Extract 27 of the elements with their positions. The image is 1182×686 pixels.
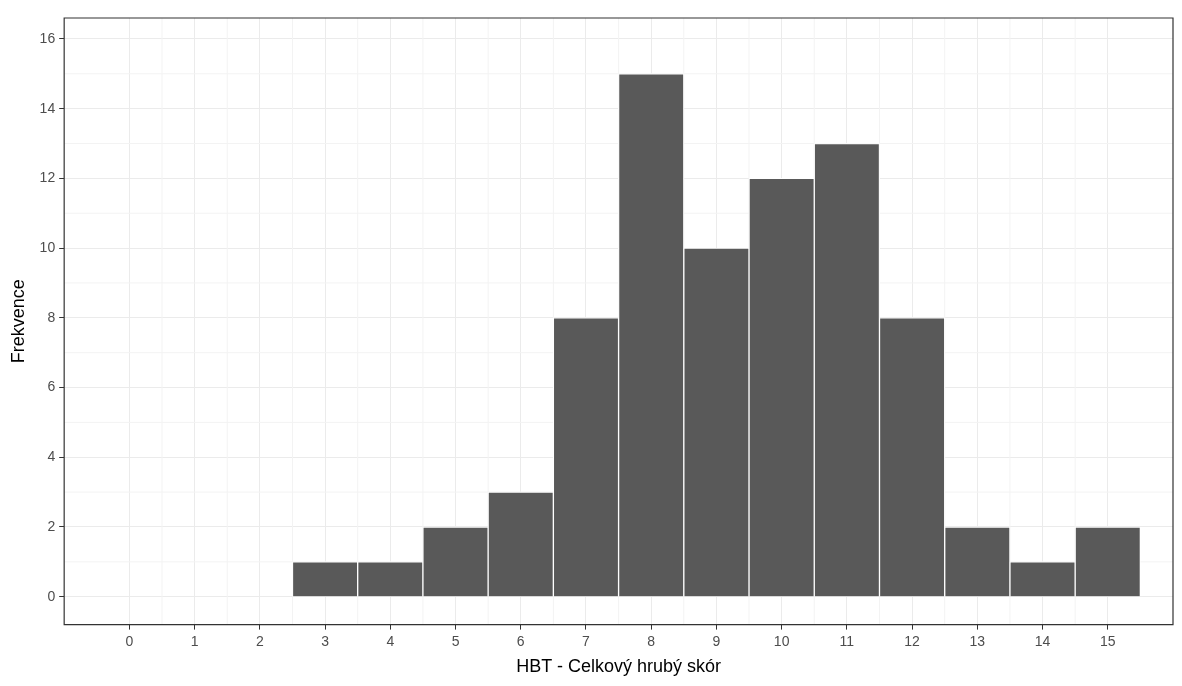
y-tick-label: 2 (47, 517, 56, 534)
x-tick-label: 15 (1099, 632, 1116, 649)
x-tick-label: 14 (1034, 632, 1051, 649)
x-tick-label: 6 (516, 632, 525, 649)
y-tick-label: 14 (39, 99, 56, 116)
x-tick-label: 0 (125, 632, 134, 649)
x-tick-label: 12 (904, 632, 921, 649)
x-tick-label: 7 (582, 632, 591, 649)
x-tick-label: 10 (773, 632, 790, 649)
x-tick-label: 5 (451, 632, 460, 649)
y-axis-title: Frekvence (7, 279, 28, 364)
x-tick-label: 2 (255, 632, 264, 649)
y-tick-label: 16 (39, 29, 56, 46)
x-axis-title: HBT - Celkový hrubý skór (516, 656, 721, 677)
x-tick-label: 1 (190, 632, 199, 649)
x-tick-label: 9 (712, 632, 721, 649)
y-tick-label: 12 (39, 169, 56, 186)
y-tick-label: 10 (39, 238, 56, 255)
x-tick-label: 8 (647, 632, 656, 649)
y-tick-label: 0 (47, 587, 56, 604)
y-tick-label: 8 (47, 308, 56, 325)
x-tick-label: 13 (969, 632, 986, 649)
x-tick-label: 4 (386, 632, 395, 649)
x-tick-label: 3 (321, 632, 330, 649)
y-tick-label: 4 (47, 448, 56, 465)
x-tick-label: 11 (839, 632, 855, 649)
y-tick-label: 6 (47, 378, 56, 395)
